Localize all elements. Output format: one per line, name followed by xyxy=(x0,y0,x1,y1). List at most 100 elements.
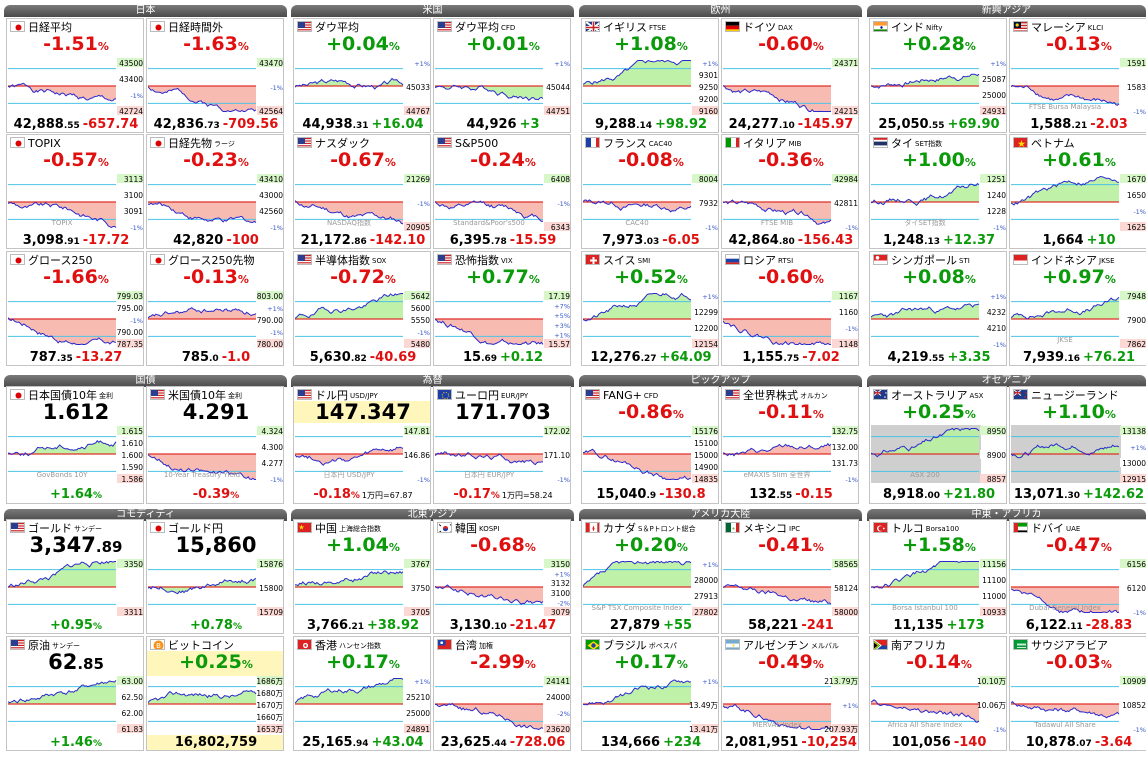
tile-price-decimals: .78 xyxy=(490,237,507,247)
market-tile[interactable]: グロース250先物 -0.13% 803.00 +1% 790.00 -1% 780.00 7… xyxy=(146,251,284,366)
tile-price: 134,666 xyxy=(600,735,661,750)
axis-label-bg xyxy=(544,82,570,91)
market-tile[interactable]: イギリス FTSE +1.08% +1% 9301 9250 9200 9160 9,288.1… xyxy=(581,18,719,133)
market-tile[interactable]: ドバイ UAE -0.47% Dubai General Index 6156 6120 -… xyxy=(1009,519,1146,634)
market-tile[interactable]: ゴールド サンデー 3,347.89 3350 3311 +0.95% xyxy=(6,519,144,634)
tile-change-percent: +0.28% xyxy=(870,33,1006,58)
axis-tick-label: 8950 xyxy=(987,427,1006,436)
market-tile[interactable]: オーストラリア ASX +0.25% ASX 200 8950 8900 8857 8,918… xyxy=(869,386,1007,504)
us-flag-icon xyxy=(10,522,25,533)
market-tile[interactable]: 日経先物 ラージ -0.23% 43410 43000 42560 -1% 42,820 -10… xyxy=(146,134,284,249)
market-tile[interactable]: ロシア RTSI -0.60% 1167 1160 -1% 1148 1,155.75 -7.0… xyxy=(721,251,859,366)
market-tile[interactable]: インド Nifty +0.28% +1% 25087 25000 24931 25,050.5… xyxy=(869,18,1007,133)
market-tile[interactable]: 香港 ハンセン指数 +0.17% +1% 25210 25000 24891 25,165.9… xyxy=(293,636,431,751)
market-tile[interactable]: マレーシア KLCI -0.13% FTSE Bursa Malaysia 1591 15… xyxy=(1009,18,1146,133)
axis-tick-label: +1% xyxy=(267,305,283,313)
tile-headline-value: +0.77 xyxy=(466,266,529,288)
au-flag-icon xyxy=(873,389,888,400)
axis-tick-label: 24215 xyxy=(834,107,858,115)
axis-label-bg xyxy=(1120,339,1146,348)
market-tile[interactable]: スイス SMI +0.52% +1% 12299 12200 12154 12,276.27 +… xyxy=(581,251,719,366)
chart-area xyxy=(723,319,831,345)
axis-label-bg xyxy=(117,291,143,300)
tile-name: 日経時間外 xyxy=(168,21,223,34)
market-tile[interactable]: 米国債10年 金利 4.291 10-Year Treasury Yield 4.324… xyxy=(146,386,284,504)
market-tile[interactable]: 日本国債10年 金利 1.612 GovBonds 10Y 1.615 1.610 1.60… xyxy=(6,386,144,504)
market-tile[interactable]: ダウ平均 +0.04% +1% 45033 44767 44,938.31 +16.04 xyxy=(293,18,431,133)
market-tile[interactable]: ブラジル ボベスパ +0.17% +1% 13.49万 13.41万 134,666 +234 xyxy=(581,636,719,751)
market-tile[interactable]: ドル円 USD/JPY 147.347 日本円 USD/JPY 147.81 146.86… xyxy=(293,386,431,504)
ae-flag-icon xyxy=(1013,522,1028,533)
group-header: ピックアップ xyxy=(579,375,862,387)
group-header: オセアニア xyxy=(867,375,1146,387)
market-tile[interactable]: 中国 上海総合指数 +1.04% 3767 3750 3705 3,766.21 +38.92 xyxy=(293,519,431,634)
tile-chart: 13138 +1% 13000 12915 xyxy=(1011,425,1146,483)
axis-tick-label: 9160 xyxy=(699,107,718,115)
market-tile[interactable]: 原油 サンデー 62.85 63.00 62.50 62.00 61.83 +1.46% xyxy=(6,636,144,751)
tile-change-percent: -0.72% xyxy=(294,266,430,291)
tile-chart: 43500 43400 -1% 42724 xyxy=(8,58,143,115)
chart-area xyxy=(295,200,403,224)
chart-area xyxy=(435,200,543,222)
market-tile[interactable]: 半導体指数 SOX -0.72% 5642 5600 5550 -1% 5480 5,630.8… xyxy=(293,251,431,366)
tile-title: TOPIX xyxy=(10,136,142,151)
tile-price: 42,820 xyxy=(173,233,224,248)
tile-price-row: 7,973.03 -6.05 xyxy=(582,233,718,248)
market-tile[interactable]: ユーロ円 EUR/JPY 171.703 日本円 EUR/JPY 172.02 171.1… xyxy=(433,386,571,504)
axis-tick-label: 1650 xyxy=(1127,191,1146,200)
tile-title: マレーシア KLCI xyxy=(1013,20,1145,35)
group-header: 新興アジア xyxy=(867,5,1146,17)
axis-tick-label: 131.73 xyxy=(832,459,858,468)
market-tile[interactable]: B ビットコイン +0.25% 1686万 1680万 1670万 1660万 1653万 16… xyxy=(146,636,284,751)
in-flag-icon xyxy=(873,21,888,32)
tile-subname: 上海総合指数 xyxy=(339,525,381,533)
market-tile[interactable]: 日経時間外 -1.63% 43470 -1% 42564 42,836.73 -709.56 xyxy=(146,18,284,133)
chart-line xyxy=(148,454,256,481)
market-tile[interactable]: S&P500 -0.24% Standard&Poor's500 6408 -1% 634… xyxy=(433,134,571,249)
market-tile[interactable]: カナダ S＆Pトロント総合 +0.20% S&P TSX Composite Inde… xyxy=(581,519,719,634)
market-tile[interactable]: ゴールド円 15,860 15876 15800 15709 +0.78% xyxy=(146,519,284,634)
percent-unit: % xyxy=(528,40,540,53)
market-tile[interactable]: アルゼンチン メルバル -0.49% MERVAL Index 213.79万 +1% 20… xyxy=(721,636,859,751)
market-tile[interactable]: サウジアラビア -0.03% Tadawul All Share 10909 10852… xyxy=(1009,636,1146,751)
tile-headline-value: -1.66 xyxy=(43,266,98,288)
market-tile[interactable]: 韓国 KOSPI -0.68% 3150 +1% 3132 3100 -2% 3079 3,130… xyxy=(433,519,571,634)
market-tile[interactable]: ニュージーランド +1.10% 13138 +1% 13000 12915 13,071.3… xyxy=(1009,386,1146,504)
market-tile[interactable]: TOPIX -0.57% TOPIX 3113 3100 3091 -1% 3,098.91-… xyxy=(6,134,144,249)
tile-price: 15 xyxy=(462,350,482,365)
market-tile[interactable]: 恐怖指数 VIX +0.77% 17.19 +7% +5% +3% +1% 15.57 15.69… xyxy=(433,251,571,366)
market-tile[interactable]: メキシコ IPC -0.41% 58565 58124 58000 58,221 -241 xyxy=(721,519,859,634)
tile-price: 44,926 xyxy=(466,117,517,132)
tile-price: 3,766 xyxy=(306,618,349,633)
market-tile[interactable]: タイ SET指数 +1.00% タイSET指数 1251 1240 1228 -1% 1,248… xyxy=(869,134,1007,249)
market-tile[interactable]: 南アフリカ -0.14% Africa All Share Index 10.10万 1… xyxy=(869,636,1007,751)
axis-label-bg xyxy=(117,474,143,483)
tile-price-decimals: .03 xyxy=(643,237,660,247)
tile-price-decimals: .94 xyxy=(352,739,369,749)
tile-title: カナダ S＆Pトロント総合 xyxy=(585,521,717,536)
tile-change-value: +173 xyxy=(946,618,985,633)
tile-subname: IPC xyxy=(789,525,801,533)
tile-headline-value: 4.291 xyxy=(182,400,250,424)
market-tile[interactable]: インドネシア JKSE +0.97% JKSE 7948 7900 7862 7,939.16… xyxy=(1009,251,1146,366)
chart-watermark: CAC40 xyxy=(625,219,648,227)
market-tile[interactable]: フランス CAC40 -0.08% CAC40 8004 7932 -1% 7,973.03-… xyxy=(581,134,719,249)
market-tile[interactable]: ナスダック -0.67% NASDAQ指数 21269 -1% 20905 21,172.8… xyxy=(293,134,431,249)
market-tile[interactable]: トルコ Borsa100 +1.58% Borsa Istanbul 100 11156… xyxy=(869,519,1007,634)
market-tile[interactable]: イタリア MIB -0.36% FTSE MIB 42984 42811 -1% 42,864… xyxy=(721,134,859,249)
market-tile[interactable]: シンガポール STI +0.08% +1% 4232 4210 -1% 4,219.55 +3.… xyxy=(869,251,1007,366)
market-tile[interactable]: ドイツ DAX -0.60% 24371 24215 24,277.10 -145.97 xyxy=(721,18,859,133)
market-tile[interactable]: 日経平均 -1.51% 43500 43400 -1% 42724 42,888.55 -65… xyxy=(6,18,144,133)
axis-tick-label: -1% xyxy=(270,476,283,483)
chart-line xyxy=(148,86,257,113)
market-tile[interactable]: 台湾 加権 -2.99% 24141 24000 -2% 23620 23,625.44 -72… xyxy=(433,636,571,751)
market-tile[interactable]: グロース250 -1.66% 799.03 795.00 -1% 790.00 787.35… xyxy=(6,251,144,366)
chart-area xyxy=(871,561,979,589)
axis-tick-label: 3113 xyxy=(124,175,143,184)
market-tile[interactable]: ベトナム +0.61% 1670 1650 -1% 1625 1,664 +10 xyxy=(1009,134,1146,249)
market-tile[interactable]: FANG+ CFD -0.86% 15176 15100 15000 14900 14835 1… xyxy=(581,386,719,504)
tile-change-value: +43.04 xyxy=(371,735,424,750)
axis-tick-label: 1160 xyxy=(839,308,858,317)
market-tile[interactable]: ダウ平均 CFD +0.01% +1% 45044 44751 44,926 +3 xyxy=(433,18,571,133)
market-tile[interactable]: 全世界株式 オルカン -0.11% eMAXIS Slim 全世界 132.75 132.… xyxy=(721,386,859,504)
